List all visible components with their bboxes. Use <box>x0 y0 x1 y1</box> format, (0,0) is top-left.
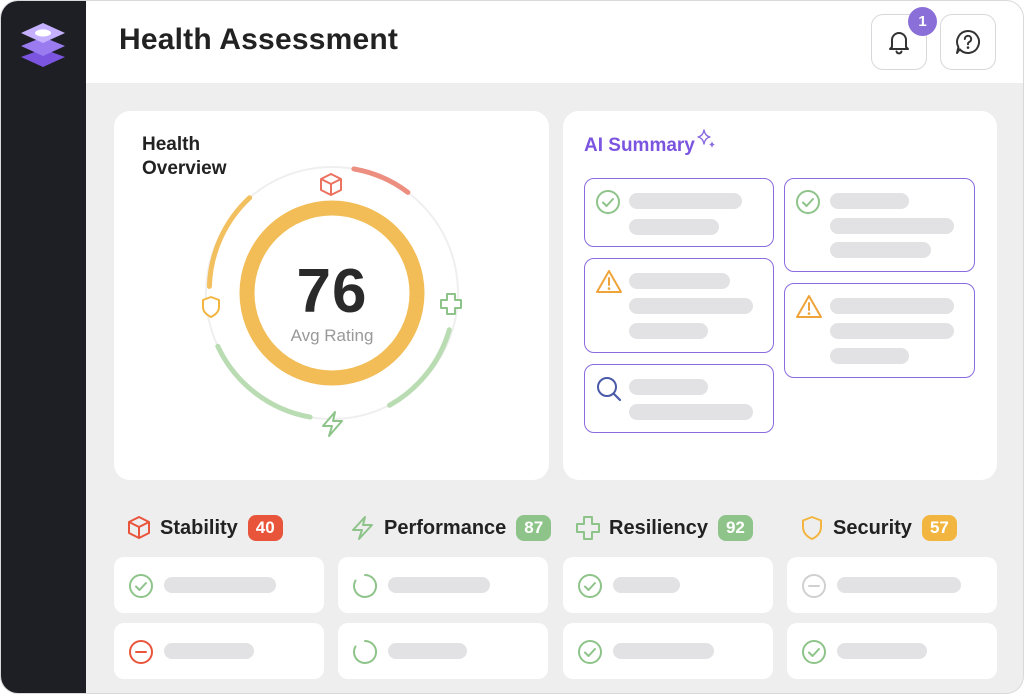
placeholder-bar <box>629 193 742 209</box>
lightning-icon <box>322 411 343 437</box>
avg-rating-label: Avg Rating <box>290 326 374 345</box>
placeholder-bar <box>830 218 954 234</box>
summary-item[interactable] <box>784 178 975 272</box>
category-score: 92 <box>717 515 753 541</box>
security-row[interactable] <box>787 557 997 613</box>
category-performance[interactable]: Performance 87 <box>350 513 552 543</box>
placeholder-bar <box>830 242 931 258</box>
lightning-icon <box>352 516 373 540</box>
plus-icon <box>576 516 600 540</box>
category-score: 40 <box>247 515 283 541</box>
ai-summary-card: AI Summary <box>563 111 997 480</box>
plus-icon <box>440 293 462 315</box>
app-logo[interactable] <box>17 19 69 69</box>
health-overview-card: Health Overview <box>114 111 549 480</box>
sidebar <box>1 1 86 693</box>
placeholder-bar <box>830 323 954 339</box>
check-circle-icon <box>578 640 602 664</box>
category-resiliency[interactable]: Resiliency 92 <box>575 513 753 543</box>
performance-arc <box>215 343 313 420</box>
resiliency-row[interactable] <box>563 557 773 613</box>
loading-icon <box>353 574 377 598</box>
category-name: Security <box>833 516 912 539</box>
check-circle-icon <box>796 190 820 214</box>
avg-rating-value: 76 <box>296 257 368 326</box>
ai-summary-title: AI Summary <box>584 135 695 156</box>
placeholder-bar <box>164 643 254 659</box>
shield-icon <box>802 516 822 540</box>
check-circle-icon <box>129 574 153 598</box>
warning-icon <box>796 295 822 318</box>
sparkle-icon <box>697 129 715 148</box>
placeholder-bar <box>837 577 961 593</box>
placeholder-bar <box>830 348 909 364</box>
security-arc <box>206 195 253 289</box>
notification-badge: 1 <box>908 7 937 36</box>
resiliency-arc <box>387 327 452 408</box>
topbar: Health Assessment 1 <box>86 1 1023 83</box>
placeholder-bar <box>830 298 954 314</box>
placeholder-bar <box>837 643 927 659</box>
placeholder-bar <box>629 323 708 339</box>
shield-icon <box>202 296 220 318</box>
check-circle-icon <box>802 640 826 664</box>
category-name: Performance <box>384 516 507 539</box>
health-gauge <box>202 166 462 437</box>
placeholder-bar <box>613 577 680 593</box>
stability-row[interactable] <box>114 623 324 679</box>
gauge-ring <box>239 200 425 386</box>
loading-icon <box>353 640 377 664</box>
placeholder-bar <box>164 577 276 593</box>
check-circle-icon <box>596 190 620 214</box>
placeholder-bar <box>629 404 753 420</box>
performance-row[interactable] <box>338 623 548 679</box>
cube-icon <box>320 173 342 196</box>
warning-icon <box>596 270 622 293</box>
placeholder-bar <box>629 273 730 289</box>
performance-row[interactable] <box>338 557 548 613</box>
page-title: Health Assessment <box>119 23 399 56</box>
stability-row[interactable] <box>114 557 324 613</box>
help-icon <box>956 29 980 54</box>
security-row[interactable] <box>787 623 997 679</box>
summary-item[interactable] <box>584 258 774 353</box>
placeholder-bar <box>613 643 714 659</box>
summary-item[interactable] <box>584 364 774 433</box>
summary-item[interactable] <box>784 283 975 378</box>
stability-arc <box>351 166 411 195</box>
placeholder-bar <box>629 298 753 314</box>
category-score: 87 <box>516 515 552 541</box>
check-circle-icon <box>578 574 602 598</box>
placeholder-bar <box>629 379 708 395</box>
resiliency-row[interactable] <box>563 623 773 679</box>
placeholder-bar <box>629 219 719 235</box>
health-overview-title: Health Overview <box>142 134 227 179</box>
category-stability[interactable]: Stability 40 <box>126 513 283 543</box>
summary-item[interactable] <box>584 178 774 247</box>
category-name: Resiliency <box>609 516 708 539</box>
help-button[interactable] <box>940 14 996 70</box>
placeholder-bar <box>388 577 490 593</box>
bell-icon <box>889 32 909 55</box>
placeholder-bar <box>830 193 909 209</box>
category-security[interactable]: Security 57 <box>799 513 957 543</box>
placeholder-bar <box>388 643 467 659</box>
category-score: 57 <box>921 515 957 541</box>
search-icon <box>597 377 622 402</box>
disabled-icon <box>802 574 826 598</box>
category-name: Stability <box>160 516 238 539</box>
error-icon <box>129 640 153 664</box>
cube-icon <box>128 516 150 539</box>
